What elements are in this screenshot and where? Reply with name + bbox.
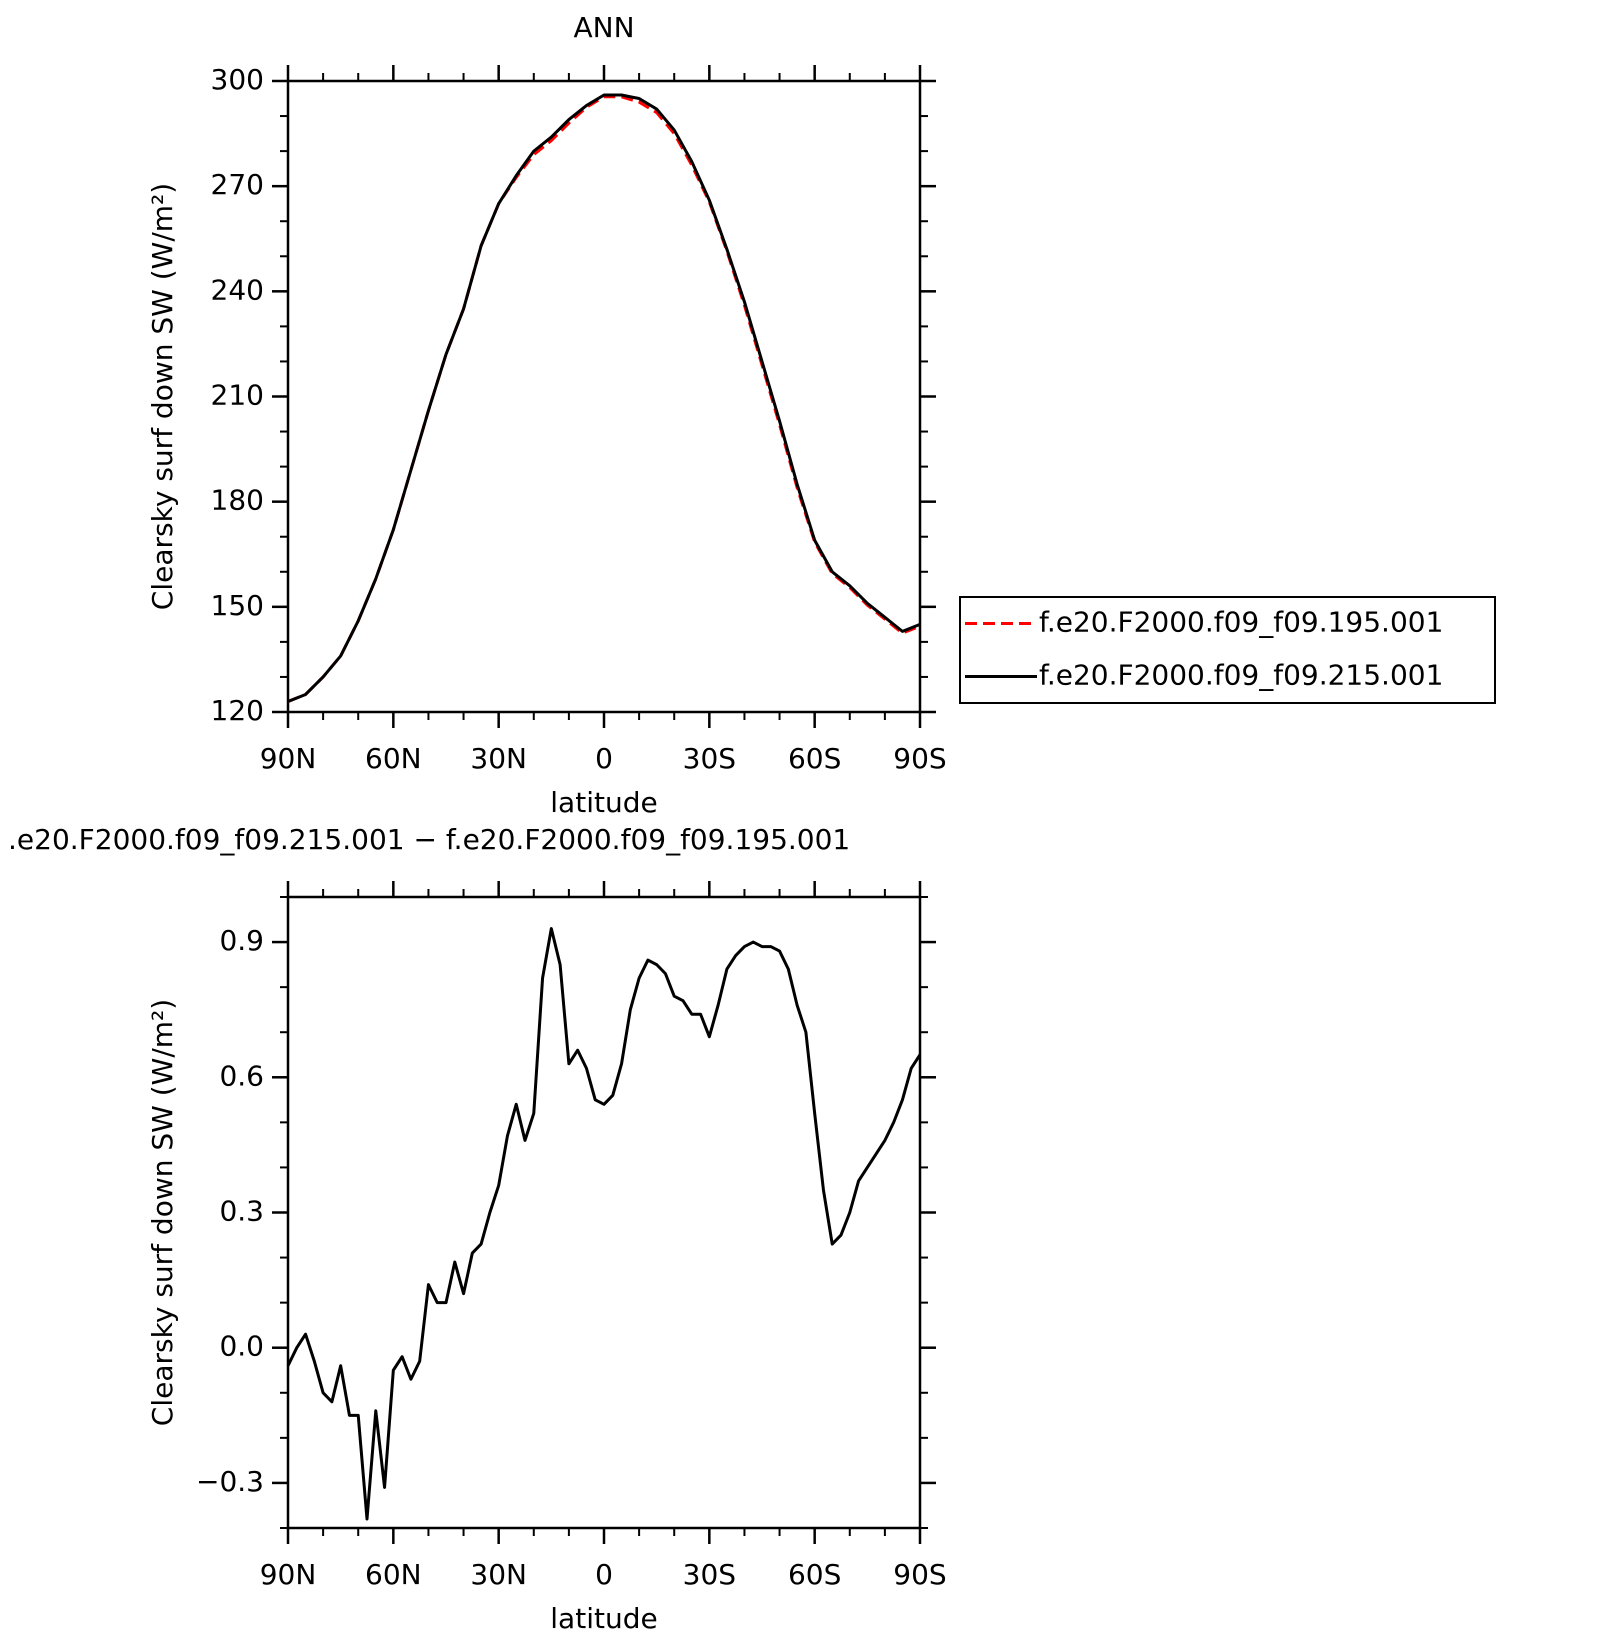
y-tick-label: 300 xyxy=(211,63,264,96)
y-tick-label: 240 xyxy=(211,273,264,306)
x-tick-label: 90S xyxy=(893,742,946,775)
y-tick-label: 180 xyxy=(211,484,264,517)
x-tick-label: 30N xyxy=(470,742,527,775)
y-tick-label: 150 xyxy=(211,589,264,622)
x-tick-label: 60N xyxy=(365,1558,422,1591)
data-line xyxy=(287,93,921,703)
y-tick-label: 0.0 xyxy=(219,1330,264,1363)
y-tick-label: 120 xyxy=(211,694,264,727)
y-tick-label: 0.9 xyxy=(219,924,264,957)
x-tick-label: 60S xyxy=(788,1558,841,1591)
x-tick-label: 30N xyxy=(470,1558,527,1591)
chart-title: .e20.F2000.f09_f09.215.001 − f.e20.F2000… xyxy=(8,823,850,856)
x-tick-label: 90S xyxy=(893,1558,946,1591)
x-axis-label: latitude xyxy=(550,786,657,819)
y-axis-label: Clearsky surf down SW (W/m²) xyxy=(146,999,179,1426)
y-axis-label: Clearsky surf down SW (W/m²) xyxy=(146,183,179,610)
legend-label: f.e20.F2000.f09_f09.215.001 xyxy=(1039,659,1443,692)
y-tick-label: 0.6 xyxy=(219,1059,264,1092)
y-tick-label: −0.3 xyxy=(196,1465,264,1498)
x-tick-label: 60S xyxy=(788,742,841,775)
x-tick-label: 30S xyxy=(683,1558,736,1591)
x-tick-label: 90N xyxy=(260,1558,317,1591)
x-axis-label: latitude xyxy=(550,1602,657,1635)
x-tick-label: 90N xyxy=(260,742,317,775)
plot-frame xyxy=(286,79,922,714)
legend-box xyxy=(959,596,1496,704)
x-tick-label: 0 xyxy=(595,1558,613,1591)
data-line xyxy=(286,927,922,1521)
plot-frame xyxy=(286,895,922,1530)
y-tick-label: 270 xyxy=(211,168,264,201)
x-tick-label: 0 xyxy=(595,742,613,775)
x-tick-label: 30S xyxy=(683,742,736,775)
data-line xyxy=(287,95,921,703)
chart-title: ANN xyxy=(573,11,634,44)
y-tick-label: 210 xyxy=(211,379,264,412)
x-tick-label: 60N xyxy=(365,742,422,775)
legend-label: f.e20.F2000.f09_f09.195.001 xyxy=(1039,606,1443,639)
y-tick-label: 0.3 xyxy=(219,1195,264,1228)
